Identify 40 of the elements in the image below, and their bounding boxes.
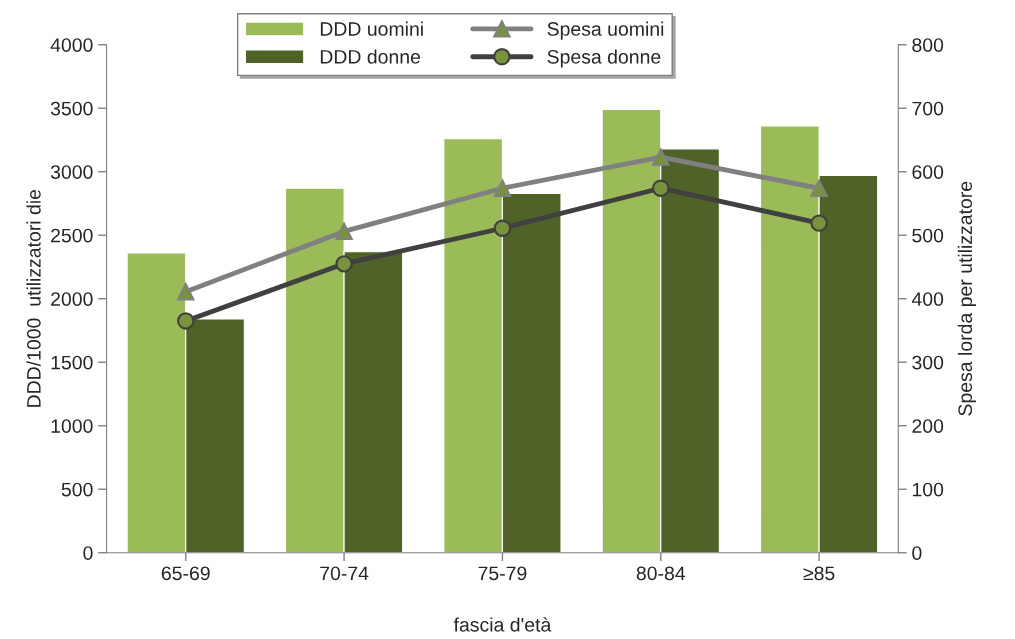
y-tick-label: 1500	[51, 355, 93, 370]
y-tick-label: 3000	[50, 165, 93, 179]
legend-label: Spesa uomini	[547, 21, 664, 40]
y2-axis-title: Spesa lorda per utilizzatore	[957, 181, 976, 416]
point	[335, 222, 353, 241]
point	[810, 179, 828, 197]
y2-tick-label: 200	[912, 419, 944, 433]
y-tick-label: 2000	[51, 292, 93, 306]
y-tick-label: 2500	[51, 228, 93, 243]
y2-tick-label: 700	[912, 101, 944, 116]
y2-tick-label: 800	[912, 38, 944, 52]
y2-tick-label: 500	[912, 228, 944, 243]
point	[652, 179, 670, 197]
point	[493, 179, 512, 197]
point	[810, 214, 828, 232]
y-tick-label: 1000	[51, 419, 93, 433]
y-tick-label: 3500	[50, 101, 93, 116]
point	[493, 219, 512, 237]
y2-tick-label: 100	[912, 482, 944, 497]
point	[177, 283, 195, 301]
x-tick-label: 65-69	[161, 566, 210, 581]
y2-tick-label: 600	[912, 165, 944, 179]
y2-tick-label: 0	[912, 546, 922, 560]
x-tick-label: 80-84	[636, 566, 686, 581]
x-tick-label: 70-74	[320, 566, 369, 581]
legend-label: DDD uomini	[320, 21, 423, 36]
y-tick-label: 4000	[50, 38, 93, 52]
y2-tick-label: 400	[911, 292, 944, 306]
y-axis-title: DDD/1000 utilizzatori die	[26, 189, 41, 407]
legend-label: Spesa donne	[547, 49, 661, 68]
y-tick-label: 500	[61, 482, 93, 497]
point	[652, 148, 670, 166]
point	[335, 255, 353, 273]
y-tick-label: 0	[83, 546, 93, 560]
x-tick-label: 75-79	[478, 566, 527, 581]
x-tick-label: ≥85	[803, 566, 835, 581]
point	[177, 312, 195, 330]
y2-tick-label: 300	[912, 355, 944, 370]
x-axis-title: fascia d'età	[453, 617, 552, 632]
legend-label: DDD donne	[320, 49, 421, 64]
